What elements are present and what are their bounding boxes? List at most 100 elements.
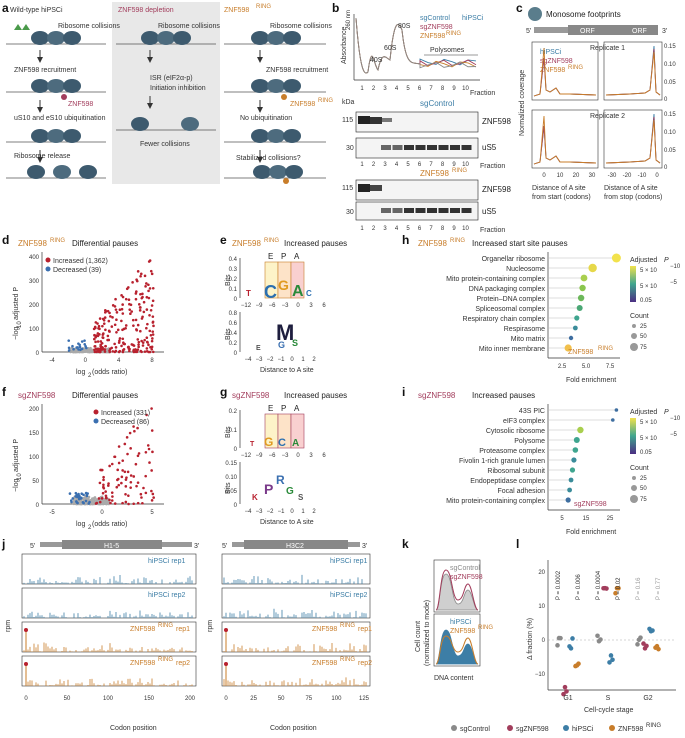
e-title: ZNF598 [232,239,261,248]
l-stage-label: G2 [643,695,652,702]
go-xtick: 5 [560,516,564,522]
point-increased [120,481,123,485]
go-term-label: Cytosolic ribosome [486,428,545,435]
point-increased [145,282,148,285]
point-increased [117,341,121,344]
blot2-znf-lane [355,179,479,201]
point-increased [147,343,150,347]
logo-ytick: 0.2 [229,341,238,347]
panel-a: a Wild-type hiPSCi Ribosome collisions Z… [2,1,333,184]
point-increased [135,328,139,332]
g-xlabel: Distance to A site [260,519,314,526]
b-fraction-tick: 7 [429,86,433,92]
legend-hipsci: hiPSCi [572,726,594,733]
f-legend-dec-dot [93,418,99,424]
point-ns [92,497,95,501]
b-fraction-tick: 5 [406,86,410,92]
point-increased [106,334,110,338]
e-title-sup: RING [264,238,279,244]
point-increased [96,350,100,353]
i-subtitle: Increased pauses [472,391,535,400]
go-xtick: 7.5 [606,364,615,370]
l-xlabel: Cell-cycle stage [584,707,634,714]
logo-xtick: −1 [278,357,286,363]
e-bot-ticks: 0.8 0.6 0.4 0.2 0 −4 −3 −2 −1 0 1 2 [229,311,317,363]
d-subtitle: Differential pauses [72,239,138,248]
blot1-band [358,116,370,124]
point-increased [139,274,142,278]
go-dot [573,437,580,443]
k-hist-ring [435,635,479,665]
c-rep2: Replicate 2 [590,113,625,120]
point-decreased [74,495,77,498]
go-term-label: Mito matrix [511,336,546,343]
point-increased [120,475,124,479]
point-increased [128,308,132,311]
f-xlabel: log [76,521,85,528]
point-increased [122,327,126,331]
l-point [562,684,568,690]
h-legend-exp: −5 [670,280,678,286]
point-increased [103,311,107,314]
j-row-tail: rep2 [176,660,190,667]
point-decreased [78,343,81,347]
b-fraction-tick: 10 [462,86,469,92]
g-title: sgZNF598 [232,391,270,400]
logo-xtick: −9 [256,303,264,309]
logo-ytick: 0.4 [229,331,238,337]
j-gene2: H3C2 [286,543,304,550]
point-ns [87,495,91,499]
j-xtick: 200 [185,696,196,702]
monosome-icon [528,7,542,21]
g-top-ticks: 0.20.10−12 −9 −6 −3 0 3 6 [229,409,327,459]
i-colorbar [630,418,636,454]
point-increased [129,480,133,484]
h-legend-exp: −10 [670,264,681,270]
point-increased [99,468,102,472]
l-pvalue: P = 0.77 [656,577,662,600]
point-increased [146,322,149,326]
logo-ytick: 0 [234,447,238,453]
point-increased [132,324,135,327]
point-increased [149,333,153,337]
point-increased [110,491,114,494]
point-increased [125,476,128,479]
c-ytick: 0.05 [664,148,676,154]
point-increased [101,324,104,328]
go-term-label: Mito inner membrane [479,346,545,353]
point-increased [140,496,143,499]
point-increased [150,347,154,351]
c-ytick: 0.10 [664,130,676,136]
l-point [595,633,600,639]
point-increased [94,347,98,351]
d-legend-dec-dot [45,266,51,272]
l-point [607,660,612,665]
point-increased [102,485,105,489]
l-point [604,586,609,591]
j-row-tail: rep1 [358,626,372,633]
logo-letter: P [264,481,273,497]
point-ns [106,502,110,505]
c-legend-sgznf: sgZNF598 [540,58,573,65]
j-xtick: 100 [331,696,342,702]
us5-band [381,208,391,213]
h-count-dot [632,324,636,328]
point-ns [87,349,91,353]
j-row-label: hiPSCi rep1 [330,558,367,565]
point-increased [97,497,101,500]
logo-xtick: 6 [322,453,326,459]
j-row-label: ZNF598 [130,626,155,633]
j-three-2: 3' [362,543,367,550]
point-increased [136,501,140,505]
panel-g-label: g [220,385,227,399]
e-bot-logo: M G S E [256,320,298,352]
point-increased [121,337,125,341]
point-increased [125,436,129,439]
panel-c-label: c [516,1,523,15]
point-increased [150,272,154,276]
panel-d: d ZNF598 RING Differential pauses Increa… [2,233,164,379]
bottom-legend: sgControl sgZNF598 hiPSCi ZNF598 RING [451,723,661,733]
c-ytick: 0.15 [664,44,676,50]
k-hist-hipsci [435,629,479,665]
go-dot [565,497,571,503]
